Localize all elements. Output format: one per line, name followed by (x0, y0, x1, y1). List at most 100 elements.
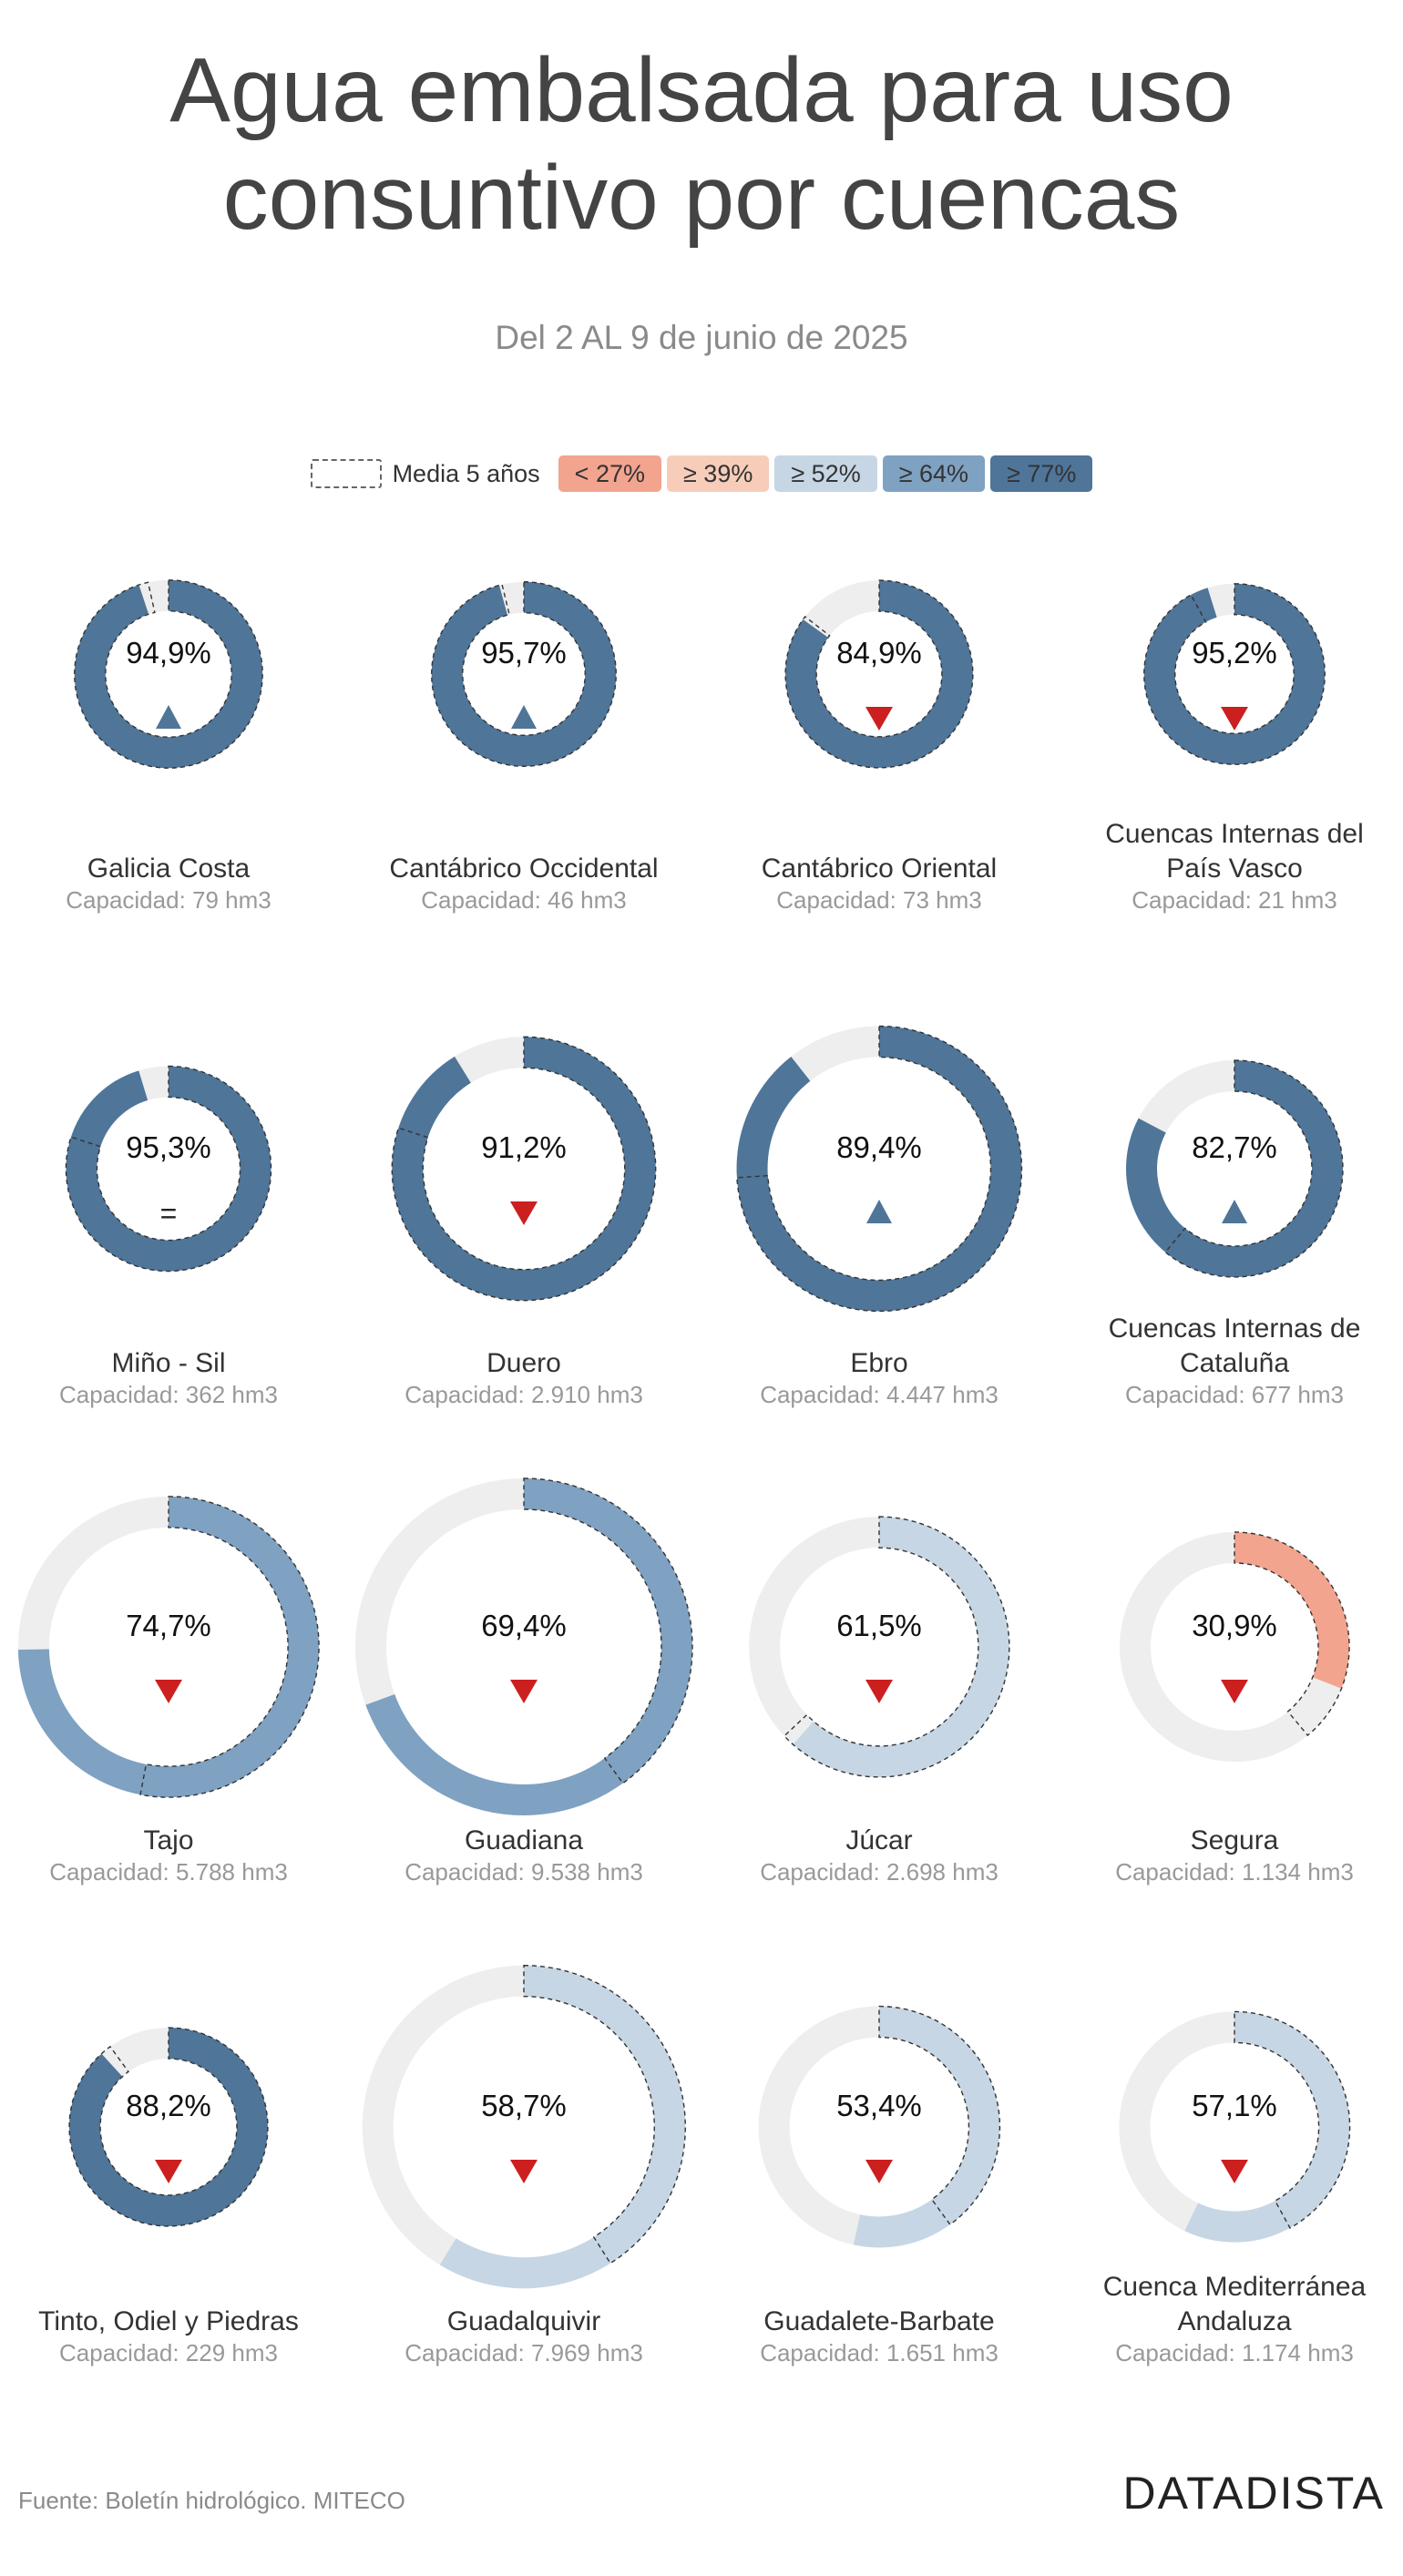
basin-name-line-1: Miño - Sil (111, 1348, 225, 1378)
chart-title-line-1: Agua embalsada para uso (169, 39, 1234, 141)
basin-guadalete-barbate: 53,4% Guadalete-Barbate Capacidad: 1.651 h… (758, 2005, 1001, 2366)
donut-value-label: 88,2% (126, 2089, 211, 2122)
basin-name-line-1: Cuencas Internas de (1109, 1314, 1361, 1344)
media-5-years-outline (523, 1965, 686, 2264)
media-5-years-outline (523, 1477, 693, 1784)
donut-value-label: 82,7% (1192, 1130, 1277, 1164)
source-note: Fuente: Boletín hidrológico. MITECO (18, 2487, 405, 2514)
donut-value-label: 95,3% (126, 1130, 211, 1164)
basin-duero: 91,2% Duero Capacidad: 2.910 hm3 (391, 1036, 657, 1408)
legend-item-ge39: ≥ 39% (666, 455, 770, 492)
basin-capacity-label: Capacidad: 21 hm3 (1132, 886, 1336, 914)
basin-name-line-1: Guadiana (465, 1825, 583, 1855)
basin-capacity-label: Capacidad: 1.134 hm3 (1115, 1858, 1354, 1886)
basin-capacity-label: Capacidad: 1.174 hm3 (1115, 2339, 1354, 2366)
basin-cuencas-internas-del-pais-vasco: 95,2% Cuencas Internas del País VascoCapac… (1105, 583, 1364, 914)
basin-segura: 30,9% Segura Capacidad: 1.134 hm3 (1115, 1531, 1354, 1886)
basin-name-line-1: Duero (486, 1348, 561, 1378)
donut-value-label: 95,7% (481, 636, 567, 670)
donut-value-label: 61,5% (836, 1609, 922, 1642)
media-5-years-outline (1164, 1059, 1344, 1278)
basin-name-line-1: Tajo (143, 1825, 193, 1855)
basin-mino-sil: 95,3% = Miño - Sil Capacidad: 362 hm3 (59, 1065, 278, 1408)
trend-down-icon (155, 1680, 182, 1703)
basin-name-line-1: Cantábrico Oriental (762, 854, 997, 884)
basin-name-line-2: Andaluza (1177, 2306, 1291, 2336)
legend-media-label: Media 5 años (392, 459, 540, 487)
donut-value-arc (365, 1478, 692, 1815)
basin-name-line-2: País Vasco (1166, 854, 1303, 884)
trend-down-icon (510, 2160, 538, 2183)
basin-name-line-1: Cuenca Mediterránea (1103, 2272, 1367, 2302)
donut-value-arc (793, 1517, 1009, 1777)
basin-capacity-label: Capacidad: 79 hm3 (66, 886, 271, 914)
basin-tinto-odiel-y-piedras: 88,2% Tinto, Odiel y Piedras Capacidad: 22… (38, 2027, 299, 2366)
chart-title: Agua embalsada para uso consuntivo por c… (0, 36, 1403, 251)
donut-value-arc (431, 581, 617, 767)
donut-value-arc (785, 580, 973, 768)
legend: Media 5 años < 27% ≥ 39% ≥ 52% ≥ 64% ≥ 7… (0, 455, 1403, 492)
basin-name-line-1: Júcar (845, 1825, 912, 1855)
chart-subtitle: Del 2 AL 9 de junio de 2025 (495, 319, 908, 356)
basin-capacity-label: Capacidad: 1.651 hm3 (760, 2339, 998, 2366)
basin-guadalquivir: 58,7% Guadalquivir Capacidad: 7.969 hm3 (362, 1965, 686, 2366)
media-5-years-outline (1143, 583, 1326, 765)
media-5-years-outline (878, 2005, 1001, 2226)
donut-value-arc (69, 2028, 268, 2226)
trend-down-icon (510, 1201, 538, 1225)
legend-item-lt27: < 27% (558, 455, 661, 492)
basin-capacity-label: Capacidad: 229 hm3 (59, 2339, 278, 2366)
basin-name-line-1: Cantábrico Occidental (389, 854, 658, 884)
media-5-years-outline (1234, 2010, 1351, 2229)
trend-up-icon (511, 705, 537, 729)
media-5-years-outline (139, 1496, 320, 1798)
donut-value-label: 69,4% (481, 1609, 567, 1642)
media-5-years-outline (74, 579, 263, 769)
donut-value-arc (853, 2006, 1000, 2248)
donut-value-arc (1234, 1531, 1350, 1689)
basin-capacity-label: Capacidad: 73 hm3 (776, 886, 981, 914)
donut-value-arc (392, 1037, 656, 1301)
chart-title-line-2: consuntivo por cuencas (222, 147, 1181, 249)
datadista-logo: DATADISTA (1122, 2468, 1385, 2519)
basin-name-line-2: Cataluña (1180, 1348, 1289, 1378)
basin-capacity-label: Capacidad: 362 hm3 (59, 1381, 278, 1408)
donut-value-arc (1184, 2011, 1350, 2243)
media-5-years-outline (391, 1036, 657, 1302)
donut-value-label: 91,2% (481, 1130, 567, 1164)
donut-value-label: 58,7% (481, 2089, 567, 2122)
donut-value-label: 53,4% (836, 2089, 922, 2122)
donut-value-label: 84,9% (836, 636, 922, 670)
donut-value-label: 57,1% (1192, 2089, 1277, 2122)
donut-value-label: 89,4% (836, 1130, 922, 1164)
legend-item-ge64: ≥ 64% (882, 455, 986, 492)
donut-value-label: 74,7% (126, 1609, 211, 1642)
trend-down-icon (1221, 707, 1248, 731)
donut-value-arc (1143, 583, 1326, 765)
donut-value-arc (66, 1066, 271, 1272)
basin-capacity-label: Capacidad: 5.788 hm3 (49, 1858, 288, 1886)
donut-value-label: 94,9% (126, 636, 211, 670)
trend-down-icon (155, 2160, 182, 2183)
donut-value-arc (736, 1026, 1022, 1312)
trend-up-icon (156, 705, 181, 729)
basin-guadiana: 69,4% Guadiana Capacidad: 9.538 hm3 (355, 1477, 693, 1886)
trend-down-icon (865, 707, 893, 731)
trend-down-icon (1221, 2160, 1248, 2183)
trend-up-icon (866, 1200, 892, 1223)
dashed-box-icon (310, 459, 382, 488)
donut-value-label: 30,9% (1192, 1609, 1277, 1642)
basin-ebro: 89,4% Ebro Capacidad: 4.447 hm3 (736, 1025, 1023, 1408)
trend-up-icon (1222, 1200, 1247, 1223)
basin-capacity-label: Capacidad: 7.969 hm3 (405, 2339, 643, 2366)
trend-down-icon (510, 1680, 538, 1703)
basin-name-line-1: Segura (1191, 1825, 1279, 1855)
media-5-years-outline (736, 1025, 1023, 1313)
basin-name-line-1: Ebro (850, 1348, 907, 1378)
donut-value-arc (439, 1965, 686, 2289)
trend-down-icon (865, 2160, 893, 2183)
